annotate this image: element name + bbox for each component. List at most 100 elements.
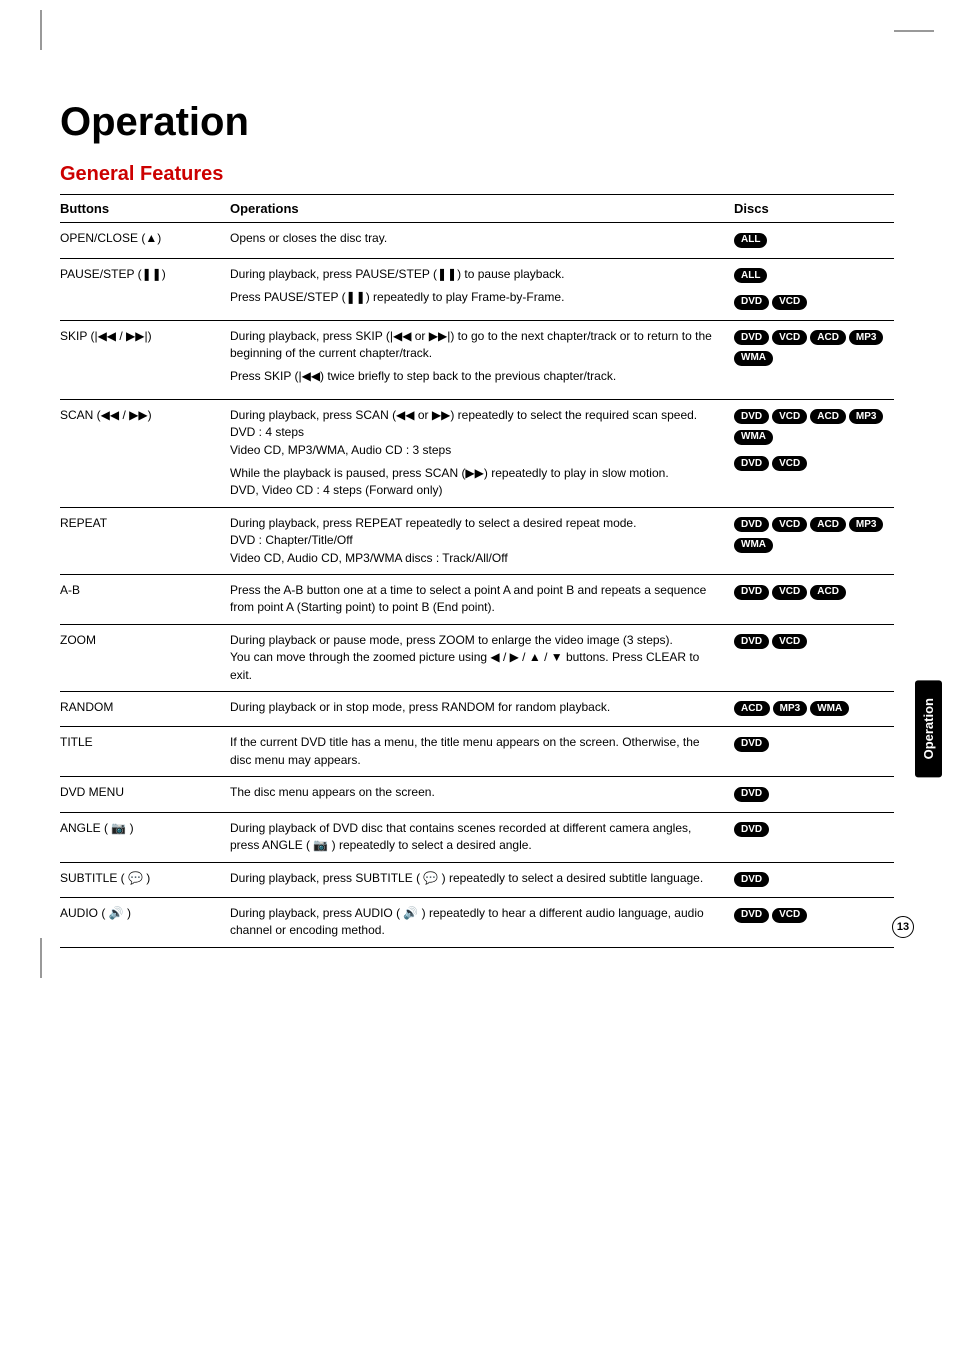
operations-cell: During playback, press PAUSE/STEP (❚❚) t… — [230, 266, 734, 313]
page-number-badge: 13 — [892, 916, 914, 938]
page-title: Operation — [60, 100, 894, 145]
disc-badges — [734, 375, 894, 392]
operation-text: During playback, press AUDIO ( 🔊 ) repea… — [230, 905, 722, 940]
button-cell: PAUSE/STEP (❚❚) — [60, 266, 230, 313]
table-row: PAUSE/STEP (❚❚)During playback, press PA… — [60, 259, 894, 321]
disc-pill: MP3 — [849, 517, 884, 532]
discs-cell: DVD — [734, 820, 894, 855]
table-row: DVD MENUThe disc menu appears on the scr… — [60, 777, 894, 813]
header-buttons: Buttons — [60, 201, 230, 216]
operations-cell: The disc menu appears on the screen. — [230, 784, 734, 805]
discs-cell: DVDVCDACDMP3WMADVDVCD — [734, 407, 894, 500]
table-row: TITLEIf the current DVD title has a menu… — [60, 727, 894, 777]
disc-pill: VCD — [772, 585, 807, 600]
operation-text: During playback or pause mode, press ZOO… — [230, 632, 722, 684]
disc-pill: VCD — [772, 908, 807, 923]
disc-pill: ACD — [810, 330, 846, 345]
operation-text: The disc menu appears on the screen. — [230, 784, 722, 801]
discs-cell: DVD — [734, 870, 894, 891]
disc-pill: DVD — [734, 634, 769, 649]
disc-pill: VCD — [772, 409, 807, 424]
operation-text: If the current DVD title has a menu, the… — [230, 734, 722, 769]
operations-cell: During playback, press SKIP (|◀◀ or ▶▶|)… — [230, 328, 734, 392]
section-subtitle: General Features — [60, 163, 894, 186]
operation-text: Opens or closes the disc tray. — [230, 230, 722, 247]
disc-pill: DVD — [734, 737, 769, 752]
disc-badges: ACDMP3WMA — [734, 699, 894, 720]
operation-text: During playback, press SCAN (◀◀ or ▶▶) r… — [230, 407, 722, 459]
table-row: ANGLE ( 📷 )During playback of DVD disc t… — [60, 813, 894, 863]
disc-pill: DVD — [734, 517, 769, 532]
operations-cell: During playback, press SUBTITLE ( 💬 ) re… — [230, 870, 734, 891]
disc-badges: DVDVCDACDMP3WMA — [734, 515, 894, 556]
disc-badges: DVD — [734, 784, 894, 805]
disc-pill: ALL — [734, 233, 767, 248]
discs-cell: DVD — [734, 784, 894, 805]
disc-pill: DVD — [734, 409, 769, 424]
disc-pill: DVD — [734, 822, 769, 837]
disc-pill: MP3 — [849, 330, 884, 345]
disc-badges: DVD — [734, 870, 894, 891]
disc-pill: DVD — [734, 295, 769, 310]
operation-text: Press SKIP (|◀◀) twice briefly to step b… — [230, 368, 722, 385]
operation-text: During playback, press PAUSE/STEP (❚❚) t… — [230, 266, 722, 283]
operations-cell: During playback, press SCAN (◀◀ or ▶▶) r… — [230, 407, 734, 500]
disc-pill: ACD — [734, 701, 770, 716]
operations-cell: Press the A-B button one at a time to se… — [230, 582, 734, 617]
button-cell: DVD MENU — [60, 784, 230, 805]
table-row: REPEATDuring playback, press REPEAT repe… — [60, 508, 894, 575]
disc-badges: DVDVCD — [734, 905, 894, 926]
disc-pill: DVD — [734, 585, 769, 600]
disc-pill: DVD — [734, 872, 769, 887]
operations-cell: During playback of DVD disc that contain… — [230, 820, 734, 855]
operation-text: Press the A-B button one at a time to se… — [230, 582, 722, 617]
disc-pill: VCD — [772, 330, 807, 345]
disc-pill: DVD — [734, 787, 769, 802]
button-cell: AUDIO ( 🔊 ) — [60, 905, 230, 940]
discs-cell: DVDVCD — [734, 632, 894, 684]
operation-text: During playback or in stop mode, press R… — [230, 699, 722, 716]
operation-text: Press PAUSE/STEP (❚❚) repeatedly to play… — [230, 289, 722, 306]
button-cell: ZOOM — [60, 632, 230, 684]
button-cell: SUBTITLE ( 💬 ) — [60, 870, 230, 891]
button-cell: TITLE — [60, 734, 230, 769]
button-cell: REPEAT — [60, 515, 230, 567]
discs-cell: DVDVCD — [734, 905, 894, 940]
button-cell: ANGLE ( 📷 ) — [60, 820, 230, 855]
discs-cell: ALL — [734, 230, 894, 251]
table-row: A-BPress the A-B button one at a time to… — [60, 575, 894, 625]
disc-pill: WMA — [734, 538, 773, 553]
operation-text: During playback of DVD disc that contain… — [230, 820, 722, 855]
table-row: AUDIO ( 🔊 )During playback, press AUDIO … — [60, 898, 894, 948]
table-row: OPEN/CLOSE (▲)Opens or closes the disc t… — [60, 223, 894, 259]
discs-cell: ALL DVDVCD — [734, 266, 894, 313]
header-discs: Discs — [734, 201, 894, 216]
discs-cell: DVDVCDACD — [734, 582, 894, 617]
operations-cell: If the current DVD title has a menu, the… — [230, 734, 734, 769]
button-cell: RANDOM — [60, 699, 230, 720]
disc-badges: DVDVCD — [734, 454, 894, 475]
operation-text: While the playback is paused, press SCAN… — [230, 465, 722, 500]
operation-text: During playback, press REPEAT repeatedly… — [230, 515, 722, 567]
disc-pill: VCD — [772, 456, 807, 471]
disc-pill: ACD — [810, 517, 846, 532]
disc-pill: VCD — [772, 634, 807, 649]
disc-badges: DVDVCD — [734, 632, 894, 653]
rows-container: OPEN/CLOSE (▲)Opens or closes the disc t… — [60, 223, 894, 948]
disc-pill: MP3 — [773, 701, 808, 716]
table-row: RANDOMDuring playback or in stop mode, p… — [60, 692, 894, 728]
table-row: SCAN (◀◀ / ▶▶)During playback, press SCA… — [60, 400, 894, 508]
discs-cell: DVDVCDACDMP3WMA — [734, 515, 894, 567]
disc-pill: ACD — [810, 409, 846, 424]
disc-badges: ALL — [734, 266, 894, 287]
disc-pill: ALL — [734, 268, 767, 283]
table-header-row: Buttons Operations Discs — [60, 195, 894, 222]
disc-pill: WMA — [734, 351, 773, 366]
disc-pill: ACD — [810, 585, 846, 600]
operations-cell: Opens or closes the disc tray. — [230, 230, 734, 251]
table-row: SUBTITLE ( 💬 )During playback, press SUB… — [60, 863, 894, 899]
button-cell: SKIP (|◀◀ / ▶▶|) — [60, 328, 230, 392]
operation-text: During playback, press SUBTITLE ( 💬 ) re… — [230, 870, 722, 887]
discs-cell: ACDMP3WMA — [734, 699, 894, 720]
disc-badges: DVDVCD — [734, 292, 894, 313]
